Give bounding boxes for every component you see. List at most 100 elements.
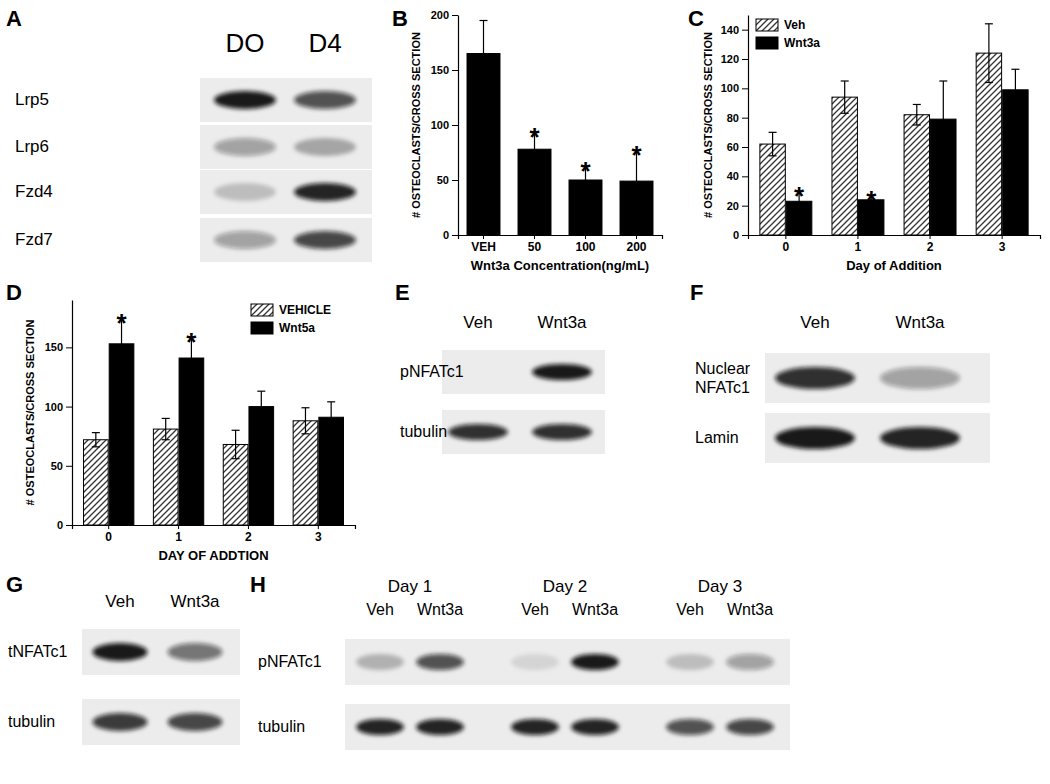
y-tick-mark (66, 466, 72, 467)
row-label: tNFATc1 (8, 643, 67, 660)
error-bar (327, 402, 335, 433)
x-tick-label: 50 (528, 240, 542, 254)
error-cap (301, 407, 309, 408)
panel-label: F (690, 280, 703, 305)
error-cap (939, 80, 947, 81)
error-bar (913, 104, 921, 125)
panel-label: G (6, 572, 23, 597)
row-label-line: Nuclear (695, 360, 751, 377)
blot-E: EVehWnt3apNFATc1tubulin (395, 280, 605, 454)
band (294, 231, 356, 249)
y-tick-label: 0 (733, 229, 739, 241)
panel-label: A (6, 6, 22, 31)
x-tick-label: 3 (315, 530, 322, 544)
band (93, 713, 148, 731)
error-bar (301, 408, 309, 434)
y-tick-mark (452, 125, 458, 126)
chart-D: **0501001500123# OSTEOCLASTS/CROSS SECTI… (6, 280, 356, 563)
error-stem (165, 418, 166, 439)
panel-label: C (688, 6, 704, 31)
error-stem (844, 81, 845, 113)
band (571, 719, 619, 735)
lane-label: Veh (521, 601, 549, 618)
x-tick-label: 1 (175, 530, 182, 544)
bar (109, 344, 134, 525)
membrane (442, 410, 605, 454)
y-tick: 0 (57, 519, 72, 531)
y-tick-label: 150 (45, 341, 63, 353)
band (214, 231, 276, 249)
x-tick: 0 (783, 235, 790, 254)
significance-mark: * (580, 156, 591, 186)
y-tick-mark (452, 235, 458, 236)
y-tick-mark (452, 70, 458, 71)
row-label: NuclearNFATc1 (695, 360, 751, 396)
band (416, 654, 464, 670)
band (168, 643, 223, 661)
y-tick: 0 (443, 229, 458, 241)
y-tick-mark (742, 206, 748, 207)
x-tick-mark (318, 525, 319, 529)
membrane (765, 353, 990, 403)
legend-entry: Wnt3a (756, 36, 820, 50)
membrane (82, 629, 240, 675)
bar (179, 358, 204, 525)
x-tick-mark (930, 235, 931, 239)
x-axis-line (749, 236, 1041, 240)
x-tick-mark (1002, 235, 1003, 239)
error-cap (327, 432, 335, 433)
row-label: pNFATc1 (400, 363, 464, 380)
x-tick: 0 (105, 525, 112, 544)
band (294, 183, 356, 201)
x-tick-mark (857, 235, 858, 239)
significance-mark: * (529, 122, 540, 152)
y-tick-label: 100 (431, 119, 449, 131)
bar (1003, 90, 1028, 235)
y-tick-mark (452, 15, 458, 16)
band (511, 719, 559, 735)
legend-entry: Veh (756, 18, 805, 32)
error-cap (232, 430, 240, 431)
panel-label: B (392, 6, 408, 31)
error-bar (985, 24, 993, 83)
y-tick-label: 40 (727, 170, 739, 182)
error-stem (261, 391, 262, 422)
error-stem (916, 104, 917, 125)
band (294, 138, 356, 156)
significance-mark: * (794, 181, 805, 211)
error-stem (235, 430, 236, 458)
x-axis-line (459, 236, 663, 240)
y-tick-mark (742, 59, 748, 60)
y-tick-mark (66, 407, 72, 408)
row-label-line: Fzd4 (15, 182, 53, 201)
membrane (765, 413, 990, 463)
error-bar (257, 391, 265, 422)
row-label-line: Lrp5 (15, 90, 49, 109)
x-tick-label: 0 (105, 530, 112, 544)
x-tick-label: 0 (783, 240, 790, 254)
bar (84, 440, 109, 525)
error-cap (301, 433, 309, 434)
membrane (200, 78, 372, 122)
x-tick-label: VEH (471, 240, 496, 254)
error-cap (162, 439, 170, 440)
legend-swatch (251, 304, 273, 316)
y-tick: 150 (45, 341, 72, 353)
band (214, 183, 276, 201)
row-label: tubulin (400, 423, 447, 440)
y-tick-label: 20 (727, 200, 739, 212)
y-tick-mark (66, 347, 72, 348)
lane-label: Wnt3a (572, 601, 618, 618)
row-label-line: Fzd7 (15, 230, 53, 249)
band (448, 364, 508, 380)
band (93, 643, 148, 661)
x-tick: 3 (999, 235, 1006, 254)
error-stem (772, 132, 773, 155)
y-tick-label: 50 (437, 174, 449, 186)
row-label-line: Lrp6 (15, 137, 49, 156)
y-tick: 100 (431, 119, 458, 131)
figure: ***050100150200VEH50100200# OSTEOCLASTS/… (0, 0, 1050, 784)
legend-label: Wnt5a (279, 321, 315, 335)
band (880, 427, 960, 449)
error-cap (769, 132, 777, 133)
